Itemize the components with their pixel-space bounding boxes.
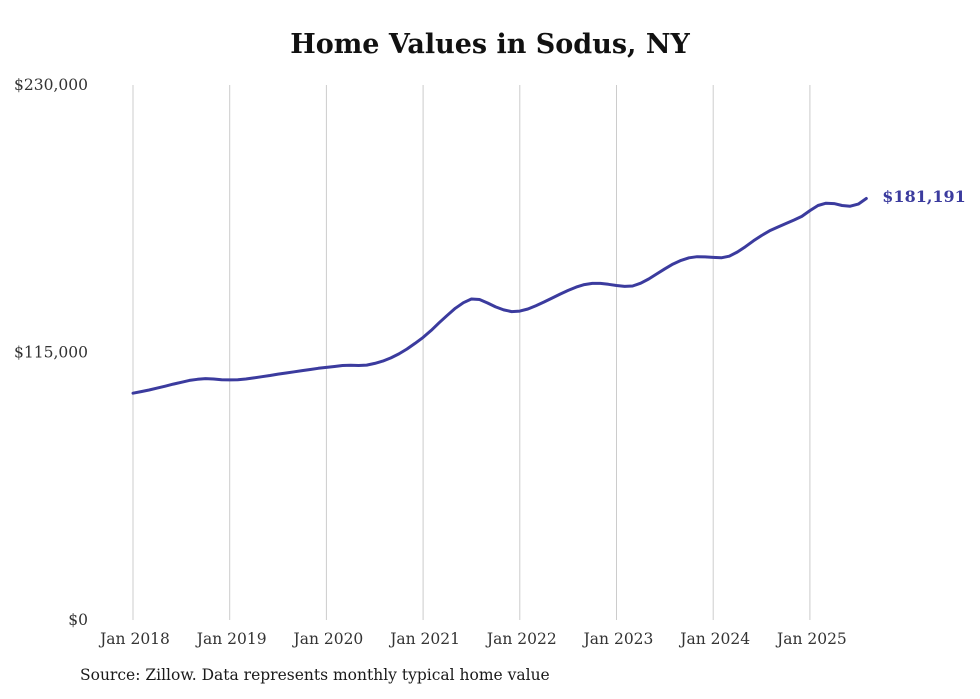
x-tick-label: Jan 2018 [98, 630, 170, 648]
x-tick-label: Jan 2019 [195, 630, 267, 648]
y-tick-label: $0 [68, 611, 88, 629]
x-tick-label: Jan 2020 [291, 630, 363, 648]
chart-title: Home Values in Sodus, NY [290, 29, 690, 60]
source-note: Source: Zillow. Data represents monthly … [80, 666, 550, 684]
latest-value-label: $181,191 [882, 186, 966, 206]
y-tick-label: $115,000 [14, 344, 88, 362]
y-tick-label: $230,000 [14, 76, 88, 94]
home-value-line [131, 197, 868, 395]
x-tick-label: Jan 2024 [678, 630, 750, 648]
x-tick-label: Jan 2022 [485, 630, 557, 648]
x-tick-label: Jan 2021 [388, 630, 460, 648]
x-tick-label: Jan 2023 [582, 630, 654, 648]
x-tick-label: Jan 2025 [775, 630, 847, 648]
